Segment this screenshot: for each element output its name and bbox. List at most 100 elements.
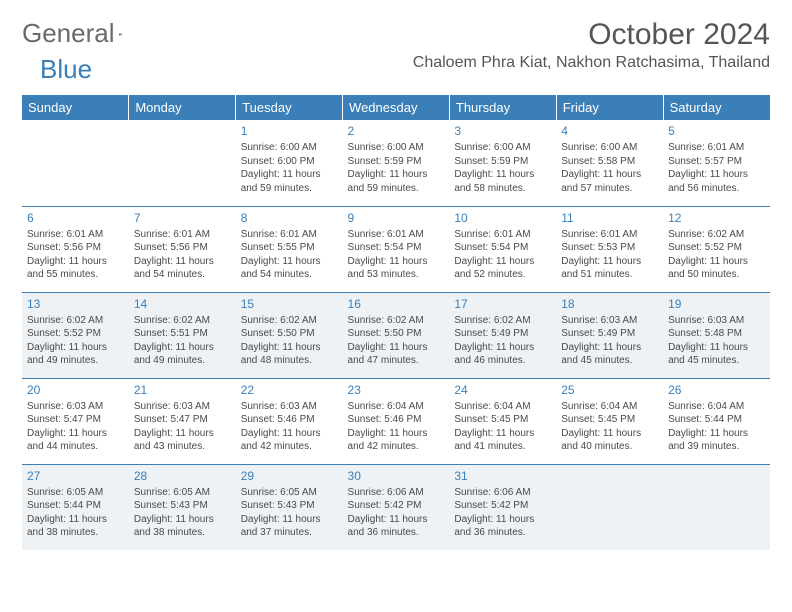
- calendar-day-cell: 2Sunrise: 6:00 AMSunset: 5:59 PMDaylight…: [343, 120, 450, 206]
- sunrise-text: Sunrise: 6:01 AM: [241, 228, 338, 242]
- calendar-day-cell: 4Sunrise: 6:00 AMSunset: 5:58 PMDaylight…: [556, 120, 663, 206]
- calendar-body: 1Sunrise: 6:00 AMSunset: 6:00 PMDaylight…: [22, 120, 770, 550]
- calendar-day-cell: 26 Sunrise: 6:04 AMSunset: 5:44 PMDayligh…: [663, 378, 770, 464]
- sunset-text: Sunset: 5:52 PM: [27, 327, 124, 341]
- calendar-week-row: 20Sunrise: 6:03 AMSunset: 5:47 PMDayligh…: [22, 378, 770, 464]
- sunrise-text: Sunrise: 6:01 AM: [27, 228, 124, 242]
- day-number: 18: [561, 296, 658, 312]
- daylight-text: Daylight: 11 hours and 48 minutes.: [241, 341, 338, 368]
- sunset-text: Sunset: 5:56 PM: [27, 241, 124, 255]
- day-number: 7: [134, 210, 231, 226]
- daylight-text: Daylight: 11 hours and 53 minutes.: [348, 255, 445, 282]
- sunset-text: Sunset: 5:42 PM: [348, 499, 445, 513]
- sunrise-text: Sunrise: 6:00 AM: [348, 141, 445, 155]
- sunset-text: Sunset: 5:46 PM: [241, 413, 338, 427]
- sunset-text: Sunset: 5:42 PM: [454, 499, 551, 513]
- day-number: 13: [27, 296, 124, 312]
- calendar-day-cell: 11Sunrise: 6:01 AMSunset: 5:53 PMDayligh…: [556, 206, 663, 292]
- day-header: Saturday: [663, 95, 770, 120]
- calendar-day-cell: [663, 464, 770, 550]
- daylight-text: Daylight: 11 hours and 47 minutes.: [348, 341, 445, 368]
- sunrise-text: Sunrise: 6:01 AM: [454, 228, 551, 242]
- sunrise-text: Sunrise: 6:04 AM: [454, 400, 551, 414]
- daylight-text: Daylight: 11 hours and 58 minutes.: [454, 168, 551, 195]
- sunset-text: Sunset: 5:46 PM: [348, 413, 445, 427]
- title-block: October 2024 Chaloem Phra Kiat, Nakhon R…: [413, 18, 770, 72]
- sunset-text: Sunset: 6:00 PM: [241, 155, 338, 169]
- daylight-text: Daylight: 11 hours and 37 minutes.: [241, 513, 338, 540]
- logo-text-1: General: [22, 18, 115, 49]
- daylight-text: Daylight: 11 hours and 41 minutes.: [454, 427, 551, 454]
- sunset-text: Sunset: 5:45 PM: [561, 413, 658, 427]
- calendar-day-cell: 7 Sunrise: 6:01 AMSunset: 5:56 PMDaylight…: [129, 206, 236, 292]
- calendar-day-cell: 5Sunrise: 6:01 AMSunset: 5:57 PMDaylight…: [663, 120, 770, 206]
- sunrise-text: Sunrise: 6:01 AM: [348, 228, 445, 242]
- daylight-text: Daylight: 11 hours and 59 minutes.: [348, 168, 445, 195]
- daylight-text: Daylight: 11 hours and 49 minutes.: [134, 341, 231, 368]
- sunrise-text: Sunrise: 6:00 AM: [241, 141, 338, 155]
- daylight-text: Daylight: 11 hours and 38 minutes.: [27, 513, 124, 540]
- calendar-day-cell: 29Sunrise: 6:05 AMSunset: 5:43 PMDayligh…: [236, 464, 343, 550]
- day-header: Sunday: [22, 95, 129, 120]
- calendar-day-cell: [22, 120, 129, 206]
- calendar-day-cell: 15Sunrise: 6:02 AMSunset: 5:50 PMDayligh…: [236, 292, 343, 378]
- sunrise-text: Sunrise: 6:03 AM: [134, 400, 231, 414]
- calendar-table: SundayMondayTuesdayWednesdayThursdayFrid…: [22, 95, 770, 550]
- sunrise-text: Sunrise: 6:02 AM: [454, 314, 551, 328]
- sunrise-text: Sunrise: 6:06 AM: [348, 486, 445, 500]
- sunset-text: Sunset: 5:58 PM: [561, 155, 658, 169]
- calendar-day-cell: 19Sunrise: 6:03 AMSunset: 5:48 PMDayligh…: [663, 292, 770, 378]
- day-number: 1: [241, 123, 338, 139]
- calendar-day-cell: 8Sunrise: 6:01 AMSunset: 5:55 PMDaylight…: [236, 206, 343, 292]
- logo: General: [22, 18, 147, 49]
- day-number: 2: [348, 123, 445, 139]
- sunset-text: Sunset: 5:59 PM: [454, 155, 551, 169]
- sunrise-text: Sunrise: 6:01 AM: [134, 228, 231, 242]
- daylight-text: Daylight: 11 hours and 55 minutes.: [27, 255, 124, 282]
- sunrise-text: Sunrise: 6:03 AM: [241, 400, 338, 414]
- daylight-text: Daylight: 11 hours and 52 minutes.: [454, 255, 551, 282]
- daylight-text: Daylight: 11 hours and 39 minutes.: [668, 427, 765, 454]
- sunrise-text: Sunrise: 6:04 AM: [668, 400, 765, 414]
- sunset-text: Sunset: 5:56 PM: [134, 241, 231, 255]
- sunrise-text: Sunrise: 6:03 AM: [27, 400, 124, 414]
- day-header: Tuesday: [236, 95, 343, 120]
- calendar-day-cell: [129, 120, 236, 206]
- calendar-day-cell: 1Sunrise: 6:00 AMSunset: 6:00 PMDaylight…: [236, 120, 343, 206]
- sunset-text: Sunset: 5:49 PM: [454, 327, 551, 341]
- day-number: 14: [134, 296, 231, 312]
- daylight-text: Daylight: 11 hours and 36 minutes.: [454, 513, 551, 540]
- calendar-week-row: 1Sunrise: 6:00 AMSunset: 6:00 PMDaylight…: [22, 120, 770, 206]
- calendar-day-cell: 6Sunrise: 6:01 AMSunset: 5:56 PMDaylight…: [22, 206, 129, 292]
- calendar-day-cell: 31Sunrise: 6:06 AMSunset: 5:42 PMDayligh…: [449, 464, 556, 550]
- calendar-day-cell: [556, 464, 663, 550]
- calendar-day-cell: 22Sunrise: 6:03 AMSunset: 5:46 PMDayligh…: [236, 378, 343, 464]
- daylight-text: Daylight: 11 hours and 54 minutes.: [134, 255, 231, 282]
- calendar-day-cell: 20Sunrise: 6:03 AMSunset: 5:47 PMDayligh…: [22, 378, 129, 464]
- day-number: 26: [668, 382, 765, 398]
- daylight-text: Daylight: 11 hours and 44 minutes.: [27, 427, 124, 454]
- day-number: 28: [134, 468, 231, 484]
- sunset-text: Sunset: 5:44 PM: [668, 413, 765, 427]
- calendar-day-cell: 14Sunrise: 6:02 AMSunset: 5:51 PMDayligh…: [129, 292, 236, 378]
- sunset-text: Sunset: 5:52 PM: [668, 241, 765, 255]
- sunrise-text: Sunrise: 6:02 AM: [27, 314, 124, 328]
- calendar-day-cell: 12Sunrise: 6:02 AMSunset: 5:52 PMDayligh…: [663, 206, 770, 292]
- sunrise-text: Sunrise: 6:05 AM: [27, 486, 124, 500]
- sunset-text: Sunset: 5:43 PM: [241, 499, 338, 513]
- calendar-day-cell: 30Sunrise: 6:06 AMSunset: 5:42 PMDayligh…: [343, 464, 450, 550]
- sunset-text: Sunset: 5:45 PM: [454, 413, 551, 427]
- logo-flag-icon: [119, 24, 123, 44]
- calendar-day-cell: 16Sunrise: 6:02 AMSunset: 5:50 PMDayligh…: [343, 292, 450, 378]
- sunset-text: Sunset: 5:43 PM: [134, 499, 231, 513]
- sunset-text: Sunset: 5:51 PM: [134, 327, 231, 341]
- daylight-text: Daylight: 11 hours and 49 minutes.: [27, 341, 124, 368]
- calendar-day-cell: 24Sunrise: 6:04 AMSunset: 5:45 PMDayligh…: [449, 378, 556, 464]
- sunset-text: Sunset: 5:49 PM: [561, 327, 658, 341]
- daylight-text: Daylight: 11 hours and 45 minutes.: [561, 341, 658, 368]
- calendar-week-row: 13Sunrise: 6:02 AMSunset: 5:52 PMDayligh…: [22, 292, 770, 378]
- day-number: 25: [561, 382, 658, 398]
- daylight-text: Daylight: 11 hours and 50 minutes.: [668, 255, 765, 282]
- sunset-text: Sunset: 5:54 PM: [454, 241, 551, 255]
- daylight-text: Daylight: 11 hours and 43 minutes.: [134, 427, 231, 454]
